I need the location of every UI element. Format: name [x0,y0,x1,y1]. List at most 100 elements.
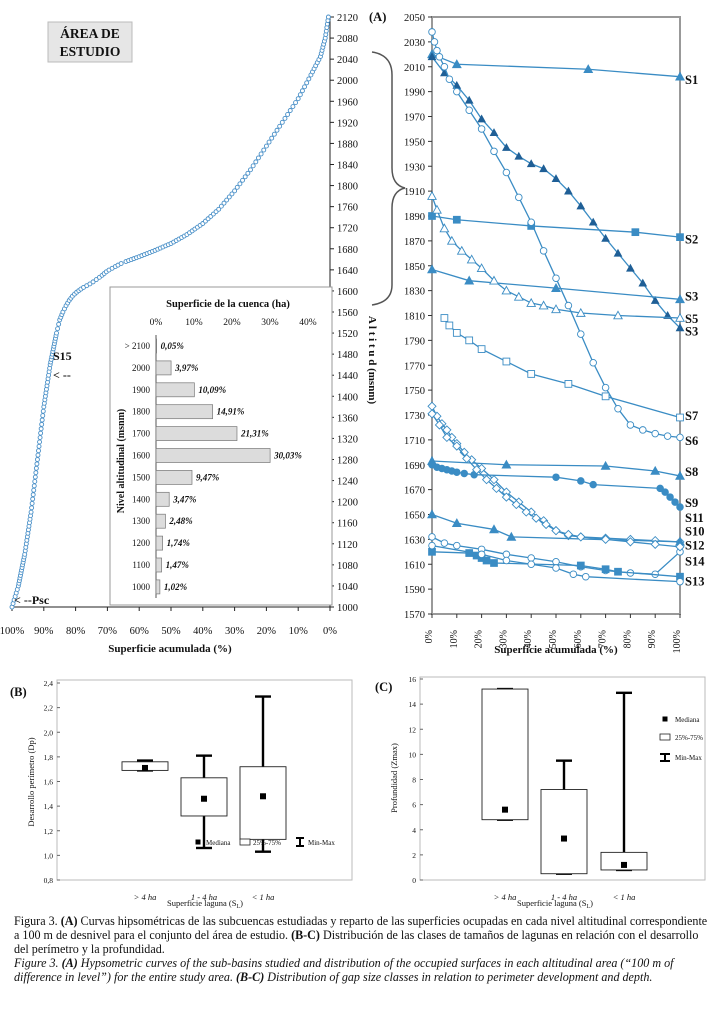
circle-marker [453,541,461,550]
psc-label: < --Psc [14,593,50,607]
triangle-marker [675,294,685,304]
triangle-marker [427,52,437,61]
a-series-line [443,317,681,419]
xlabel-main: Superficie laguna (S [167,898,237,908]
study-curve-point [269,135,275,141]
a-series-s8 [427,455,685,480]
a-y-tick-label: 1790 [404,336,425,347]
box-median [260,793,266,800]
caption-en-bc: (B-C) [236,970,265,984]
study-x-tick-label: 20% [257,626,277,637]
box-median [502,806,508,813]
circle-marker [666,493,674,501]
a-x-tick-label: 30% [498,630,509,648]
box-median [561,835,567,842]
study-curve-point [40,413,46,419]
box-y-tick-label: 1,8 [44,753,54,762]
figure-canvas: ÁREA DE ESTUDIO 1000104010801120116012001… [0,10,706,910]
square-marker [428,547,436,556]
diamond-marker [491,483,502,494]
inset-category-label: 1500 [132,472,151,482]
triangle-marker [506,531,517,541]
triangle-marker [551,174,561,183]
triangle-marker [675,470,685,480]
square-marker [452,215,461,224]
inset-value-label: 3,47% [172,494,197,504]
study-xlabel: Superficie acumulada (%) [108,643,232,655]
box-1: > 4 ha [121,759,169,902]
square-marker [482,556,491,565]
circle-marker [582,572,590,581]
a-y-tick-label: 1650 [404,511,425,522]
box-y-tick-label: 4 [412,826,416,835]
triangle-marker [526,159,536,168]
a-series-s7 [440,314,684,422]
study-curve-point [302,84,308,90]
triangle-marker [600,460,611,470]
circle-marker [477,550,486,559]
a-series-s3 [427,52,685,332]
a-x-tick-label: 20% [474,630,485,648]
study-curve-point [263,143,269,149]
inset-ylabel: Nivel altitudinal (msnm) [116,409,127,513]
caption-es-bc: (B-C) [291,928,320,942]
xlabel-main: Superficie laguna (S [517,898,587,908]
circle-marker [676,433,684,442]
inset-bar [155,557,162,573]
circle-marker [564,301,573,310]
a-y-tick-label: 1690 [404,461,425,472]
study-curve-point [290,104,296,110]
box-iqr [540,789,588,875]
diamond-marker [650,539,660,549]
circle-marker [639,426,647,434]
circle-marker [663,432,672,440]
study-curve-point [32,474,38,480]
study-curve-point [216,206,222,212]
legend-minmax-label: Min-Max [308,839,335,847]
study-y-tick-label: 1680 [337,245,358,256]
a-x-tick-label: 50% [548,630,559,648]
study-curve-point [256,155,261,161]
triangle-marker [427,190,437,200]
box-median [621,861,627,868]
study-curve-point [40,408,46,414]
a-x-tick-label: 0% [424,630,435,643]
box-y-tick-label: 1,2 [44,827,54,836]
triangle-marker [539,164,548,173]
study-curve-point [287,108,293,113]
inset-value-label: 1,74% [167,538,191,548]
triangle-marker [489,128,499,136]
study-title-line-2: ESTUDIO [60,44,121,59]
inset-bar [155,513,166,529]
caption-es-label: Figura 3. [14,914,61,928]
a-series-line [431,464,681,508]
circle-marker [671,498,679,506]
triangle-marker [446,235,457,245]
study-y-tick-label: 1120 [337,540,358,551]
study-y-tick-label: 1600 [337,287,358,298]
circle-marker [435,53,444,61]
legend-iqr-icon [659,733,671,741]
a-series-s14 [428,547,684,581]
box-2: 1 - 4 ha [180,754,228,902]
panel-c-label: (C) [375,680,392,694]
inset-value-label: 14,91% [217,407,245,417]
study-y-tick-label: 1200 [337,498,358,509]
circle-marker [656,484,664,493]
inset-x-tick-label: 0% [150,318,163,328]
triangle-marker [575,307,586,317]
triangle-marker [638,278,648,287]
legend-minmax-icon [296,837,304,847]
triangle-marker [675,71,685,81]
box-y-tick-label: 6 [412,801,416,810]
study-curve-point [31,487,37,493]
diamond-marker [531,513,541,523]
study-y-tick-label: 1440 [337,371,358,382]
diamond-marker [452,441,462,451]
triangle-marker [427,264,437,274]
a-series-label: S3 [685,290,698,304]
study-curve-point [32,478,38,484]
inset-category-label: 1300 [132,516,151,526]
study-curve-point [33,465,39,471]
study-curve-point [30,496,36,502]
